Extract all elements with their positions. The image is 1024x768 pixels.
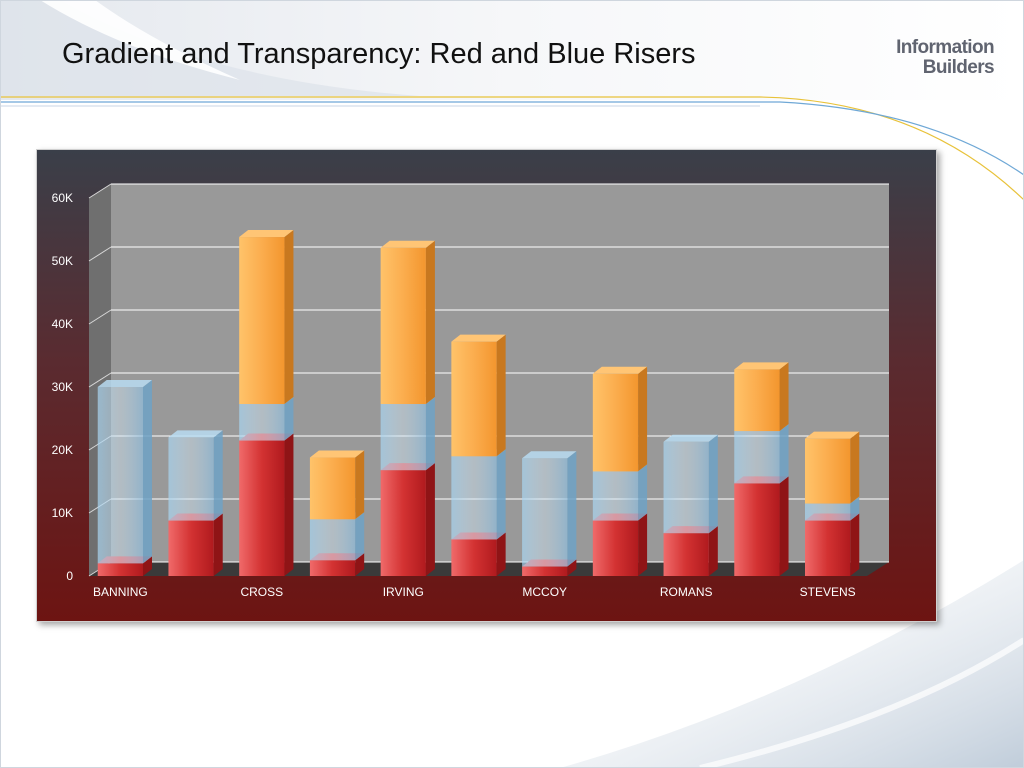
- bar-segment-2: [239, 237, 285, 405]
- bar-segment-0: [522, 566, 568, 576]
- bar-segment-1: [239, 404, 285, 441]
- x-tick-label: MCCOY: [522, 585, 567, 599]
- bar-segment-1: [522, 458, 568, 567]
- bar-top-1: [168, 430, 223, 438]
- y-tick-label: 20K: [52, 443, 73, 457]
- bar-segment-1: [451, 456, 497, 540]
- bar-top-2: [805, 431, 860, 439]
- bar-side-1: [142, 380, 152, 564]
- bar-segment-0: [380, 470, 426, 576]
- bar-side-0: [142, 556, 152, 576]
- logo-line-2: Builders: [922, 57, 995, 78]
- bar-side-2: [425, 240, 435, 405]
- bar-side-1: [708, 434, 718, 534]
- x-tick-label: IRVING: [383, 585, 424, 599]
- y-tick-label: 0: [66, 569, 73, 583]
- bar-side-1: [425, 397, 435, 471]
- bar-side-2: [638, 366, 648, 472]
- bar-side-0: [708, 526, 718, 576]
- bar-segment-2: [451, 341, 497, 457]
- x-tick-label: ROMANS: [660, 585, 713, 599]
- bar-side-1: [567, 451, 577, 567]
- bar-side-0: [425, 463, 435, 576]
- bar-segment-0: [734, 483, 780, 576]
- y-tick-label: 30K: [52, 380, 73, 394]
- bar-segment-0: [592, 520, 639, 576]
- bar-side-1: [213, 430, 223, 521]
- x-tick-label: BANNING: [93, 585, 148, 599]
- gridline-side: [88, 246, 112, 262]
- bar-top-2: [239, 230, 294, 238]
- y-tick-label: 40K: [52, 317, 73, 331]
- bar-segment-0: [97, 563, 143, 576]
- bar-segment-2: [380, 247, 426, 405]
- bar-segment-2: [592, 373, 639, 472]
- gridline-side: [88, 309, 112, 325]
- bar-segment-2: [734, 369, 780, 432]
- bar-top-1: [663, 434, 718, 442]
- information-builders-logo: Information Builders: [896, 37, 995, 78]
- bar-segment-1: [97, 387, 143, 564]
- bar-segment-1: [805, 503, 851, 521]
- logo-line-1: Information: [896, 37, 995, 58]
- bar-segment-1: [734, 431, 780, 484]
- bar-side-0: [496, 532, 506, 576]
- bar-segment-0: [663, 533, 709, 576]
- bar-top-1: [97, 380, 152, 387]
- bar-segment-2: [805, 438, 851, 504]
- bar-side-2: [779, 362, 789, 432]
- bar-segment-1: [592, 471, 639, 521]
- bar-side-0: [638, 513, 648, 576]
- bar-side-1: [496, 449, 506, 540]
- bar-side-1: [779, 424, 789, 484]
- bar-side-2: [496, 334, 506, 457]
- bar-side-1: [284, 397, 294, 441]
- chart-panel: 0 10K 20K 30K 40K 50K 60K BANNING CROSS IRVING MCC…: [36, 149, 937, 622]
- bar-side-0: [567, 559, 577, 576]
- bar-side-0: [850, 513, 860, 576]
- gridline-side: [88, 372, 112, 388]
- bar-segment-0: [239, 440, 285, 576]
- bar-side-2: [355, 450, 365, 520]
- bar-top-1: [522, 451, 577, 459]
- bar-segment-0: [309, 560, 356, 576]
- bar-side-2: [284, 230, 294, 405]
- bar-segment-0: [451, 539, 497, 576]
- y-tick-label: 10K: [52, 506, 73, 520]
- bar-side-2: [850, 431, 860, 504]
- gridline-side: [88, 183, 112, 199]
- y-tick-label: 50K: [52, 254, 73, 268]
- bar-side-0: [779, 476, 789, 576]
- y-tick-label: 60K: [52, 191, 73, 205]
- bar-side-0: [213, 513, 223, 576]
- bar-segment-1: [663, 441, 709, 534]
- bar-side-0: [284, 433, 294, 576]
- bar-top-2: [734, 362, 789, 370]
- x-tick-label: CROSS: [240, 585, 283, 599]
- x-tick-label: STEVENS: [800, 585, 856, 599]
- bar-top-2: [309, 450, 365, 458]
- bar-side-1: [355, 512, 365, 561]
- bar-top-2: [451, 334, 506, 342]
- bar-top-2: [380, 240, 435, 248]
- bar-segment-0: [805, 520, 851, 576]
- bar-segment-1: [380, 404, 426, 471]
- bar-side-1: [638, 464, 648, 521]
- bar-side-0: [355, 553, 365, 576]
- bar-segment-1: [168, 437, 214, 521]
- bar-segment-2: [309, 457, 356, 520]
- slide-title: Gradient and Transparency: Red and Blue …: [62, 38, 696, 70]
- bar-segment-1: [309, 519, 356, 561]
- bar-chart: 0 10K 20K 30K 40K 50K 60K BANNING CROSS IRVING MCC…: [37, 150, 936, 621]
- bar-top-2: [592, 366, 648, 374]
- bar-side-1: [850, 496, 860, 521]
- bar-segment-0: [168, 520, 214, 576]
